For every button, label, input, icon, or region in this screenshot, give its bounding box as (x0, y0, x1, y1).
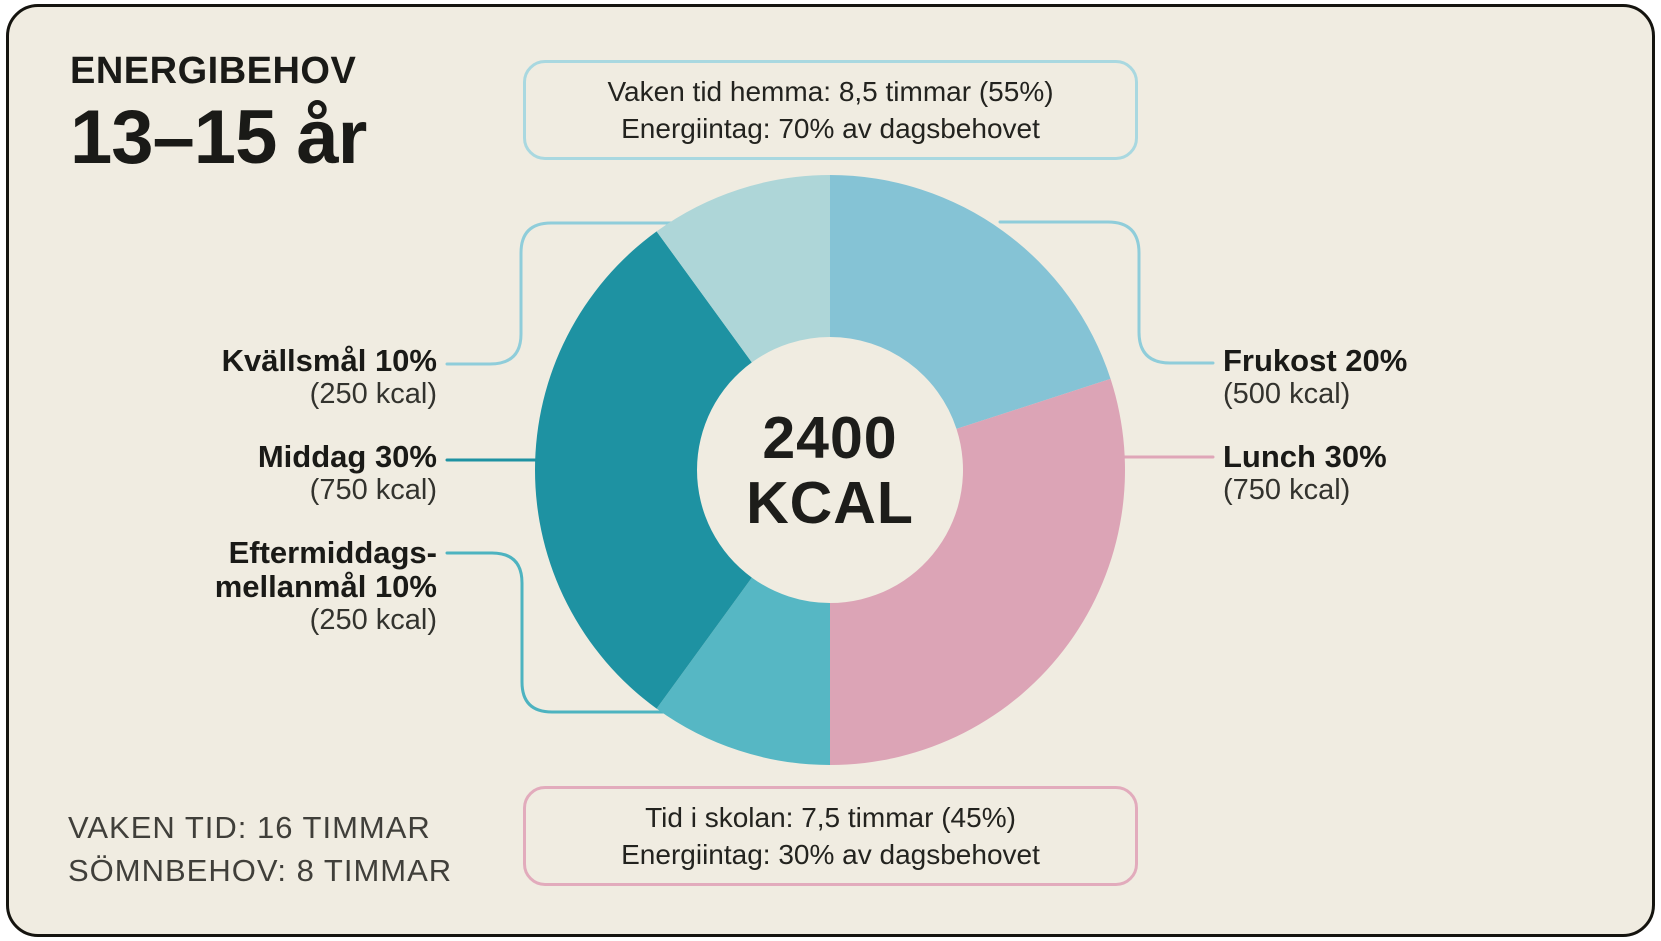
label-lunch-kcal: (750 kcal) (1223, 474, 1351, 506)
label-lunch: Lunch 30% (750 kcal) (1223, 440, 1387, 507)
connector-lines (445, 220, 1215, 714)
callout-school-line2: Energiintag: 30% av dagsbehovet (621, 839, 1040, 870)
callout-school: Tid i skolan: 7,5 timmar (45%) Energiint… (523, 786, 1138, 886)
connector-frukost (998, 220, 1215, 365)
label-eftermiddagsmellanmal: Eftermiddags- mellanmål 10% (250 kcal) (215, 536, 437, 637)
connector-kvallsmal (445, 221, 682, 366)
label-frukost-name: Frukost 20% (1223, 343, 1408, 378)
label-middag-name: Middag 30% (257, 439, 437, 474)
footer-waking-time: VAKEN TID: 16 TIMMAR (68, 810, 431, 845)
callout-home-line1: Vaken tid hemma: 8,5 timmar (55%) (607, 76, 1054, 107)
callout-home: Vaken tid hemma: 8,5 timmar (55%) Energi… (523, 60, 1138, 160)
label-lunch-name: Lunch 30% (1223, 439, 1387, 474)
label-eftermiddag-name-line1: Eftermiddags- (228, 535, 437, 570)
donut-center-total: 2400 KCAL (690, 408, 970, 534)
donut-segment-middag (534, 231, 752, 709)
page-title: ENERGIBEHOV 13–15 år (70, 50, 367, 180)
label-frukost: Frukost 20% (500 kcal) (1223, 344, 1407, 411)
callout-school-line1: Tid i skolan: 7,5 timmar (45%) (645, 802, 1016, 833)
label-middag: Middag 30% (750 kcal) (258, 440, 437, 507)
footer-sleep-need: SÖMNBEHOV: 8 TIMMAR (68, 853, 453, 888)
total-kcal-value: 2400 (762, 405, 898, 471)
label-middag-kcal: (750 kcal) (309, 474, 437, 506)
title-kicker: ENERGIBEHOV (70, 50, 357, 92)
label-frukost-kcal: (500 kcal) (1223, 378, 1351, 410)
donut-segment-frukost (830, 175, 1111, 429)
total-kcal-unit: KCAL (746, 470, 914, 536)
callout-home-line2: Energiintag: 70% av dagsbehovet (621, 113, 1040, 144)
title-age-range: 13–15 år (70, 95, 367, 180)
footer-stats: VAKEN TID: 16 TIMMAR SÖMNBEHOV: 8 TIMMAR (68, 806, 452, 892)
label-kvallsmal-name: Kvällsmål 10% (221, 343, 437, 378)
label-kvallsmal-kcal: (250 kcal) (309, 378, 437, 410)
donut-segment-lunch (830, 378, 1125, 765)
label-kvallsmal: Kvällsmål 10% (250 kcal) (222, 344, 437, 411)
donut-segment-eftermiddagsmellanmal (656, 577, 830, 765)
label-eftermiddag-kcal: (250 kcal) (309, 604, 437, 636)
donut-segment-kvallsmal (656, 175, 830, 363)
connector-eftermiddagsmellanmal (445, 551, 670, 714)
label-eftermiddag-name-line2: mellanmål 10% (214, 569, 437, 604)
donut-segments (534, 175, 1125, 765)
